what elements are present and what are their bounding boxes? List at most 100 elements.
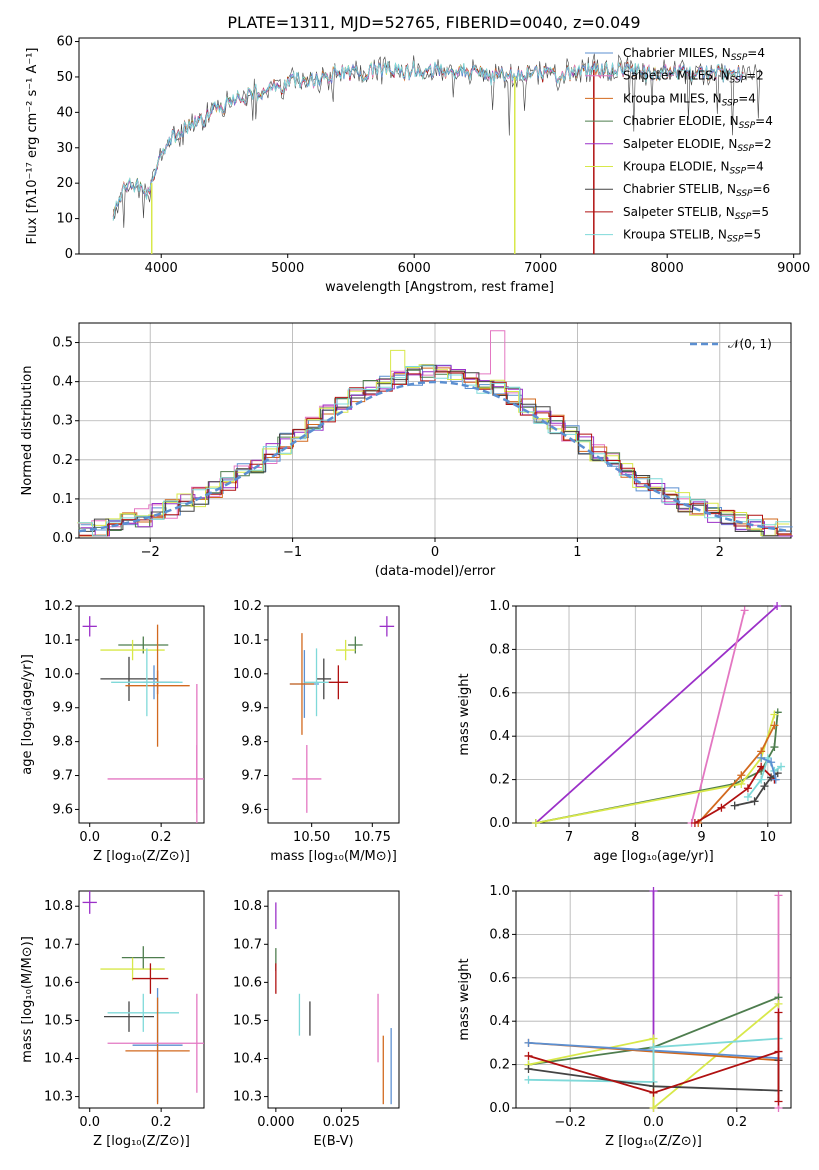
mass-vs-extinction-panel: 0.000 0.025 10.3 10.4 10.5 10.6 10.7 10.8 E(B-V) — [233, 890, 400, 1149]
weight-marker — [524, 1038, 533, 1047]
y-tick-label: 0.6 — [489, 971, 510, 986]
y-tick-label: 60 — [56, 35, 73, 50]
figure-title: PLATE=1311, MJD=52765, FIBERID=0040, z=0… — [227, 13, 640, 32]
x-tick-label: 0.000 — [257, 1115, 294, 1130]
x-tick-label: 0.0 — [643, 1115, 664, 1130]
y-tick-label: 9.6 — [52, 802, 73, 817]
weight-marker — [770, 743, 779, 752]
y-tick-label: 10.6 — [233, 975, 262, 990]
x-tick-label: 0 — [431, 545, 439, 560]
y-tick-label: 10 — [56, 212, 73, 227]
weight-line-salpeter-miles — [690, 610, 746, 824]
weight-marker — [774, 891, 783, 900]
legend-label: Kroupa STELIB, NSSP=5 — [623, 228, 761, 245]
y-axis-label: mass [log₁₀(M/M⊙)] — [20, 936, 35, 1063]
x-tick-label: 8000 — [651, 261, 684, 276]
legend-label: Chabrier STELIB, NSSP=6 — [623, 182, 770, 199]
weight-line-kroupa-elodie — [535, 714, 776, 824]
histogram-salpeter-elodie — [81, 365, 793, 537]
spectrum-panel: 4000 5000 6000 7000 8000 9000 0 10 20 30 40 50 60 wav… — [25, 35, 810, 295]
weight-line-kroupa-miles — [697, 724, 776, 824]
weight-marker — [524, 1075, 533, 1084]
weight-marker — [690, 819, 699, 827]
x-tick-label: 8 — [631, 830, 639, 845]
y-tick-label: 10.4 — [233, 1052, 262, 1067]
y-tick-label: 20 — [56, 176, 73, 191]
points-group — [275, 902, 392, 1105]
x-axis-label: mass [log₁₀(M/M⊙)] — [270, 849, 397, 864]
x-axis-label: wavelength [Angstrom, rest frame] — [325, 280, 554, 295]
mass-vs-metallicity-panel: 0.0 0.2 10.3 10.4 10.5 10.6 10.7 10.8 Z [log₁₀(Z… — [20, 890, 205, 1149]
x-tick-label: 7 — [565, 830, 573, 845]
y-tick-label: 9.8 — [241, 735, 262, 750]
histogram-kroupa-miles — [79, 366, 792, 537]
x-tick-label: 7000 — [524, 261, 557, 276]
weight-marker — [757, 775, 766, 784]
y-tick-label: 10.8 — [44, 899, 73, 914]
x-tick-label: 2 — [716, 545, 724, 560]
histogram-chabrier-stelib — [80, 364, 793, 537]
legend-label: Kroupa ELODIE, NSSP=4 — [623, 160, 764, 177]
x-axis-label: E(B-V) — [313, 1134, 353, 1149]
y-tick-label: 9.9 — [241, 701, 262, 716]
y-tick-label: 0.5 — [52, 336, 73, 351]
points-group — [289, 616, 395, 813]
y-tick-label: 10.5 — [233, 1013, 262, 1028]
x-tick-label: 0.0 — [79, 830, 100, 845]
y-tick-label: 10.2 — [44, 599, 73, 614]
weight-marker — [649, 1104, 658, 1112]
legend-label: Salpeter STELIB, NSSP=5 — [623, 205, 769, 222]
y-tick-label: 0.4 — [52, 375, 73, 390]
weight-marker — [531, 819, 540, 827]
spectrum-line-kroupa-stelib — [112, 60, 744, 221]
y-tick-label: 10.3 — [233, 1090, 262, 1105]
y-tick-label: 10.6 — [44, 975, 73, 990]
x-tick-label: 0.2 — [151, 1115, 172, 1130]
weight-marker — [774, 999, 783, 1008]
x-tick-label: 0.2 — [151, 830, 172, 845]
y-tick-label: 9.9 — [52, 701, 73, 716]
weight-marker — [730, 801, 739, 810]
y-axis-label: mass weight — [457, 958, 472, 1040]
residual-histogram-panel: −2 −1 0 1 2 0.0 0.1 0.2 0.3 0.4 0.5 (data-model)/er… — [20, 322, 793, 579]
legend-label: 𝒩(0, 1) — [728, 337, 772, 351]
x-axis-label: age [log₁₀(age/yr)] — [593, 849, 714, 864]
y-tick-label: 10.7 — [44, 937, 73, 952]
weight-marker — [649, 887, 658, 895]
y-tick-label: 50 — [56, 70, 73, 85]
y-tick-label: 10.5 — [44, 1013, 73, 1028]
histogram-salpeter-stelib — [79, 371, 791, 537]
weight-marker — [760, 782, 769, 791]
weight-marker — [740, 606, 749, 615]
weight-marker — [757, 753, 766, 762]
weight-marker — [737, 779, 746, 788]
y-tick-label: 1.0 — [489, 599, 510, 614]
legend-label: Kroupa MILES, NSSP=4 — [623, 91, 756, 108]
weight-marker — [773, 602, 782, 610]
y-tick-label: 10.3 — [44, 1090, 73, 1105]
y-tick-label: 0.4 — [489, 729, 510, 744]
y-tick-label: 10.0 — [233, 667, 262, 682]
x-tick-label: 4000 — [145, 261, 178, 276]
y-tick-label: 10.2 — [233, 599, 262, 614]
x-tick-label: 0.0 — [79, 1115, 100, 1130]
axes-frame — [78, 605, 205, 824]
weight-marker — [737, 771, 746, 780]
x-tick-label: −1 — [283, 545, 302, 560]
y-tick-label: 30 — [56, 141, 73, 156]
y-tick-label: 0.0 — [489, 1101, 510, 1116]
weight-line-kroupa-stelib — [528, 1037, 779, 1083]
weight-marker — [743, 792, 752, 801]
x-tick-label: 5000 — [271, 261, 304, 276]
weight-marker — [767, 758, 776, 767]
weight-marker — [649, 1088, 658, 1097]
weight-line-salpeter-elodie — [535, 605, 778, 824]
histogram-kroupa-elodie — [77, 349, 790, 536]
histogram-kroupa-stelib — [78, 365, 791, 537]
y-tick-label: 0.6 — [489, 686, 510, 701]
mass-weight-vs-metallicity-panel: −0.2 0.0 0.2 0.0 0.2 0.4 0.6 0.8 1.0 Z [log₁₀(Z/Z… — [457, 884, 792, 1149]
legend-label: Salpeter ELODIE, NSSP=2 — [623, 137, 772, 154]
x-tick-label: 9000 — [777, 261, 810, 276]
y-tick-label: 9.6 — [241, 802, 262, 817]
y-tick-label: 0.2 — [489, 773, 510, 788]
